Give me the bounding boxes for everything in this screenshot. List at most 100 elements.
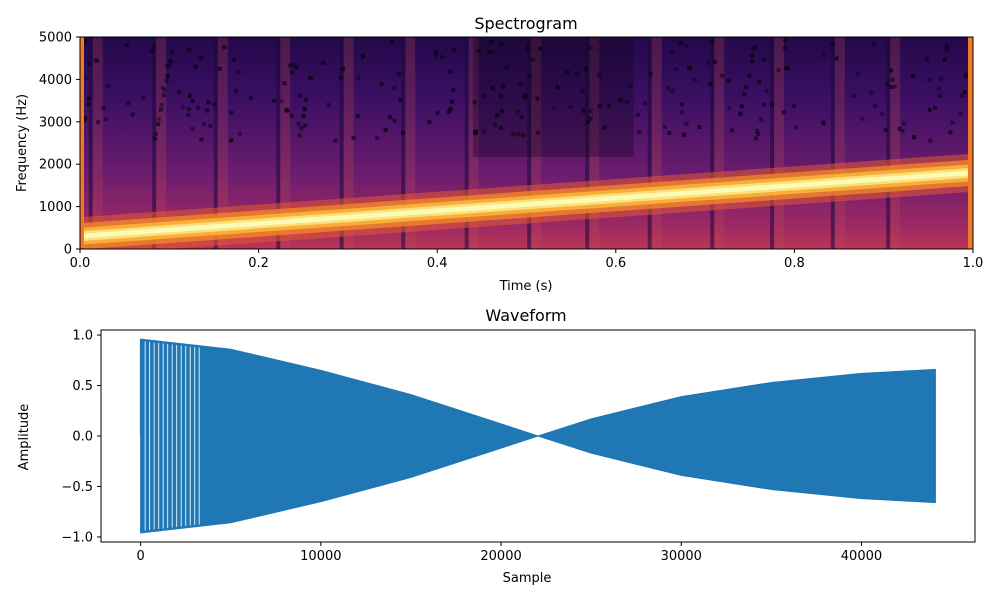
spectrogram-bright-band bbox=[714, 37, 725, 249]
spectrogram-speck bbox=[321, 60, 326, 65]
spectrogram-speck bbox=[757, 79, 762, 84]
spectrogram-speck bbox=[222, 45, 227, 50]
spectrogram-speck bbox=[82, 118, 87, 123]
spectrogram-speck bbox=[205, 108, 210, 113]
spectrogram-speck bbox=[944, 47, 949, 52]
spectrogram-speck bbox=[279, 99, 284, 104]
spectrogram-dark-band bbox=[710, 37, 715, 249]
spectrogram-speck bbox=[932, 105, 937, 110]
spectrogram-speck bbox=[153, 136, 158, 141]
spectrogram-speck bbox=[964, 74, 969, 79]
spectrogram-speck bbox=[944, 44, 949, 49]
spectrogram-speck bbox=[446, 109, 451, 114]
spectrogram-speck bbox=[628, 83, 633, 88]
spectrogram-speck bbox=[448, 69, 453, 74]
spectrogram-speck bbox=[937, 93, 942, 98]
spectrogram-bright-band bbox=[92, 37, 103, 249]
spectrogram-speck bbox=[282, 81, 287, 86]
spectrogram-speck bbox=[855, 72, 860, 77]
spectrogram-speck bbox=[499, 109, 504, 114]
spectrogram-speck bbox=[783, 37, 788, 42]
spectrogram-speck bbox=[159, 102, 164, 107]
spectrogram-speck bbox=[495, 113, 500, 118]
spectrogram-speck bbox=[229, 110, 234, 115]
spectrogram-speck bbox=[160, 85, 165, 90]
spectrogram-speck bbox=[883, 128, 888, 133]
spectrogram-speck bbox=[83, 39, 88, 44]
spectrogram-speck bbox=[618, 97, 623, 102]
spectrogram-speck bbox=[871, 42, 876, 47]
waveform-early-cycles bbox=[139, 339, 200, 531]
spectrogram-speck bbox=[248, 96, 253, 101]
spectrogram-speck bbox=[794, 125, 799, 130]
spectrogram-speck bbox=[753, 136, 758, 141]
spectrogram-speck bbox=[889, 85, 894, 90]
spectrogram-speck bbox=[472, 100, 477, 105]
waveform-y-tick-label: −0.5 bbox=[61, 480, 93, 495]
spectrogram-speck bbox=[154, 131, 159, 136]
spectrogram-speck bbox=[516, 132, 521, 137]
spectrogram-y-tick-label: 4000 bbox=[39, 73, 72, 88]
spectrogram-y-label: Frequency (Hz) bbox=[15, 94, 30, 192]
spectrogram-speck bbox=[781, 110, 786, 115]
spectrogram-speck bbox=[168, 59, 173, 64]
spectrogram-speck bbox=[356, 76, 361, 81]
spectrogram-speck bbox=[126, 101, 131, 106]
spectrogram-speck bbox=[237, 131, 242, 136]
spectrogram-speck bbox=[710, 39, 715, 44]
spectrogram-speck bbox=[523, 93, 528, 98]
spectrogram-speck bbox=[190, 126, 195, 131]
spectrogram-ridge bbox=[80, 153, 973, 249]
spectrogram-speck bbox=[637, 129, 642, 134]
spectrogram-speck bbox=[499, 42, 504, 47]
spectrogram-speck bbox=[448, 106, 453, 111]
spectrogram-speck bbox=[678, 40, 683, 45]
spectrogram-speck bbox=[834, 56, 839, 61]
spectrogram-chart: Spectrogram 0.0 0.2 0.4 0.6 0.8 1.0 0 1000 2000… bbox=[15, 14, 983, 294]
spectrogram-dark-band bbox=[401, 37, 406, 249]
spectrogram-speck bbox=[155, 122, 160, 127]
spectrogram-bright-band bbox=[651, 37, 662, 249]
spectrogram-speck bbox=[206, 100, 211, 105]
spectrogram-speck bbox=[482, 94, 487, 99]
spectrogram-speck bbox=[187, 93, 192, 98]
waveform-y-ticks: −1.0 −0.5 0.0 0.5 1.0 bbox=[61, 329, 101, 545]
spectrogram-speck bbox=[821, 52, 826, 57]
spectrogram-speck bbox=[597, 73, 602, 78]
spectrogram-speck bbox=[897, 126, 902, 131]
spectrogram-speck bbox=[624, 99, 629, 104]
spectrogram-speck bbox=[190, 99, 195, 104]
spectrogram-speck bbox=[375, 135, 380, 140]
spectrogram-speck bbox=[217, 66, 222, 71]
spectrogram-speck bbox=[588, 109, 593, 114]
spectrogram-speck bbox=[680, 102, 685, 107]
spectrogram-speck bbox=[684, 44, 689, 49]
spectrogram-speck bbox=[958, 111, 963, 116]
spectrogram-speck bbox=[487, 49, 492, 54]
spectrogram-speck bbox=[236, 70, 241, 75]
spectrogram-speck bbox=[177, 90, 182, 95]
spectrogram-speck bbox=[303, 123, 308, 128]
spectrogram-speck bbox=[743, 85, 748, 90]
spectrogram-speck bbox=[589, 45, 594, 50]
spectrogram-bright-band bbox=[531, 37, 542, 249]
spectrogram-speck bbox=[498, 126, 503, 131]
spectrogram-speck bbox=[392, 118, 397, 123]
spectrogram-dark-band bbox=[213, 37, 218, 249]
waveform-chart: Waveform 0 10000 20000 30000 40000 −1.0 −0.5 0… bbox=[17, 306, 976, 586]
spectrogram-speck bbox=[504, 64, 509, 69]
spectrogram-speck bbox=[585, 120, 590, 125]
spectrogram-y-tick-label: 0 bbox=[64, 243, 72, 258]
waveform-x-tick-label: 0 bbox=[137, 549, 145, 564]
spectrogram-speck bbox=[124, 43, 129, 48]
spectrogram-speck bbox=[821, 120, 826, 125]
spectrogram-speck bbox=[130, 112, 135, 117]
spectrogram-speck bbox=[388, 115, 393, 120]
spectrogram-speck bbox=[667, 130, 672, 135]
spectrogram-speck bbox=[161, 93, 166, 98]
spectrogram-speck bbox=[141, 96, 146, 101]
spectrogram-speck bbox=[87, 61, 92, 66]
spectrogram-speck bbox=[927, 78, 932, 83]
spectrogram-speck bbox=[928, 138, 933, 143]
spectrogram-speck bbox=[830, 41, 835, 46]
